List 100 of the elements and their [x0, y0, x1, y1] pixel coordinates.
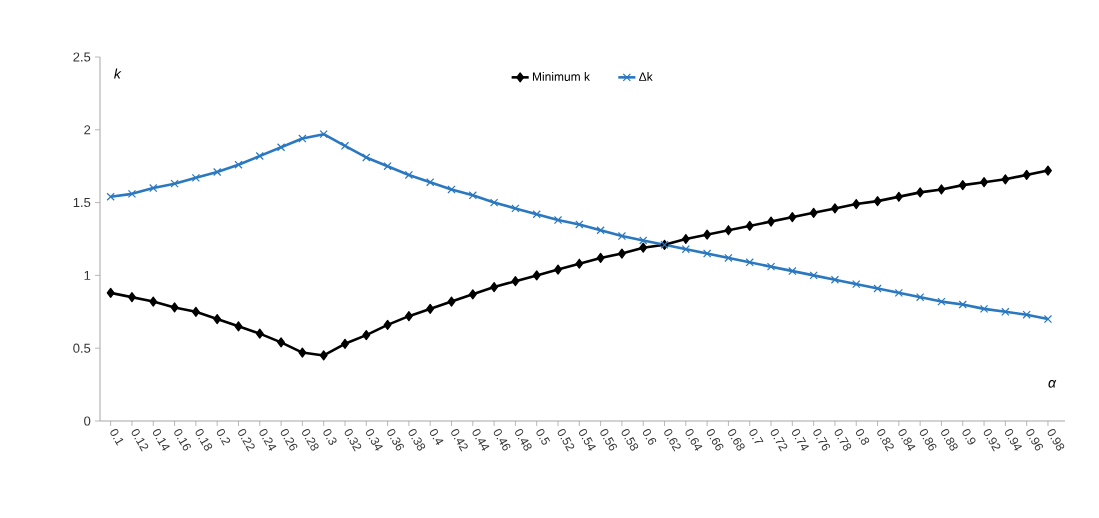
- point: [127, 189, 137, 198]
- point: [426, 178, 435, 187]
- point: [958, 180, 967, 191]
- point: [447, 185, 456, 194]
- point: [106, 287, 115, 298]
- point: [596, 226, 605, 235]
- point: [916, 293, 925, 302]
- point: [958, 300, 967, 309]
- point: [191, 173, 201, 182]
- point: [788, 212, 797, 223]
- point: [873, 196, 882, 207]
- point: [489, 198, 499, 207]
- point: [575, 258, 584, 269]
- point: [191, 306, 200, 317]
- x-tick-label: 0.5: [536, 429, 551, 445]
- point: [873, 284, 882, 293]
- point: [213, 313, 222, 325]
- point: [362, 329, 371, 341]
- point: [532, 270, 541, 281]
- point: [426, 303, 435, 314]
- point: [404, 311, 413, 322]
- point: [1043, 165, 1052, 176]
- point: [724, 253, 733, 263]
- point: [234, 160, 243, 169]
- point: [511, 276, 520, 287]
- point: [979, 304, 989, 314]
- point: [468, 289, 477, 300]
- point: [596, 252, 605, 264]
- point: [575, 220, 584, 229]
- point: [1001, 174, 1010, 185]
- y-tick-label: 1.5: [73, 198, 91, 208]
- point: [830, 275, 840, 284]
- point: [809, 207, 818, 218]
- point: [980, 177, 989, 188]
- point: [767, 216, 776, 227]
- point: [127, 292, 136, 303]
- point: [255, 151, 264, 161]
- legend-label: Minimum k: [532, 72, 591, 81]
- point: [319, 350, 328, 361]
- point: [149, 183, 158, 193]
- point: [255, 328, 264, 339]
- point: [852, 198, 861, 210]
- y-tick-label: 0: [84, 416, 91, 426]
- point: [213, 167, 222, 177]
- point: [319, 130, 328, 139]
- x-axis-title: α: [1048, 379, 1057, 388]
- point: [383, 319, 392, 330]
- point: [937, 297, 946, 306]
- point: [681, 245, 690, 254]
- point: [298, 347, 307, 358]
- y-axis-title: k: [114, 68, 122, 79]
- legend-label: Δk: [639, 72, 653, 81]
- point: [1001, 307, 1010, 316]
- point: [894, 288, 903, 297]
- y-tick-label: 1: [84, 270, 91, 280]
- point: [468, 191, 477, 200]
- point: [745, 220, 754, 231]
- x-tick-label: 0.1: [110, 429, 124, 446]
- point: [766, 262, 776, 271]
- point: [170, 302, 179, 313]
- point: [702, 249, 712, 258]
- point: [106, 192, 115, 201]
- point: [149, 296, 158, 307]
- x-tick-label: 0.6: [642, 429, 657, 445]
- point: [170, 179, 179, 188]
- x-tick-label: 0.3: [323, 429, 337, 445]
- point: [788, 266, 797, 276]
- point: [341, 338, 349, 349]
- point: [1022, 310, 1031, 319]
- point: [404, 170, 414, 180]
- point: [617, 231, 627, 241]
- point: [276, 143, 286, 152]
- point: [298, 134, 307, 143]
- point: [511, 204, 520, 213]
- point: [703, 229, 712, 240]
- x-tick-label: 0.7: [749, 429, 764, 444]
- point: [1022, 169, 1031, 181]
- point: [234, 321, 243, 332]
- point: [916, 187, 925, 198]
- point: [277, 337, 286, 348]
- point: [681, 233, 690, 245]
- point: [447, 296, 456, 307]
- point: [745, 258, 754, 267]
- point: [490, 281, 499, 293]
- point: [554, 264, 562, 275]
- point: [852, 279, 861, 289]
- point: [1043, 314, 1053, 324]
- x-tick-label: 0.4: [429, 429, 444, 445]
- point: [362, 153, 371, 162]
- point: [809, 271, 818, 280]
- point: [617, 248, 626, 259]
- point: [340, 141, 350, 150]
- point: [830, 203, 839, 214]
- point: [383, 162, 392, 171]
- x-tick-label: 0.2: [216, 429, 231, 446]
- point: [894, 191, 903, 202]
- y-tick-label: 0.5: [73, 343, 91, 353]
- point: [937, 184, 946, 195]
- point: [532, 210, 541, 219]
- x-tick-label: 0.8: [855, 429, 870, 445]
